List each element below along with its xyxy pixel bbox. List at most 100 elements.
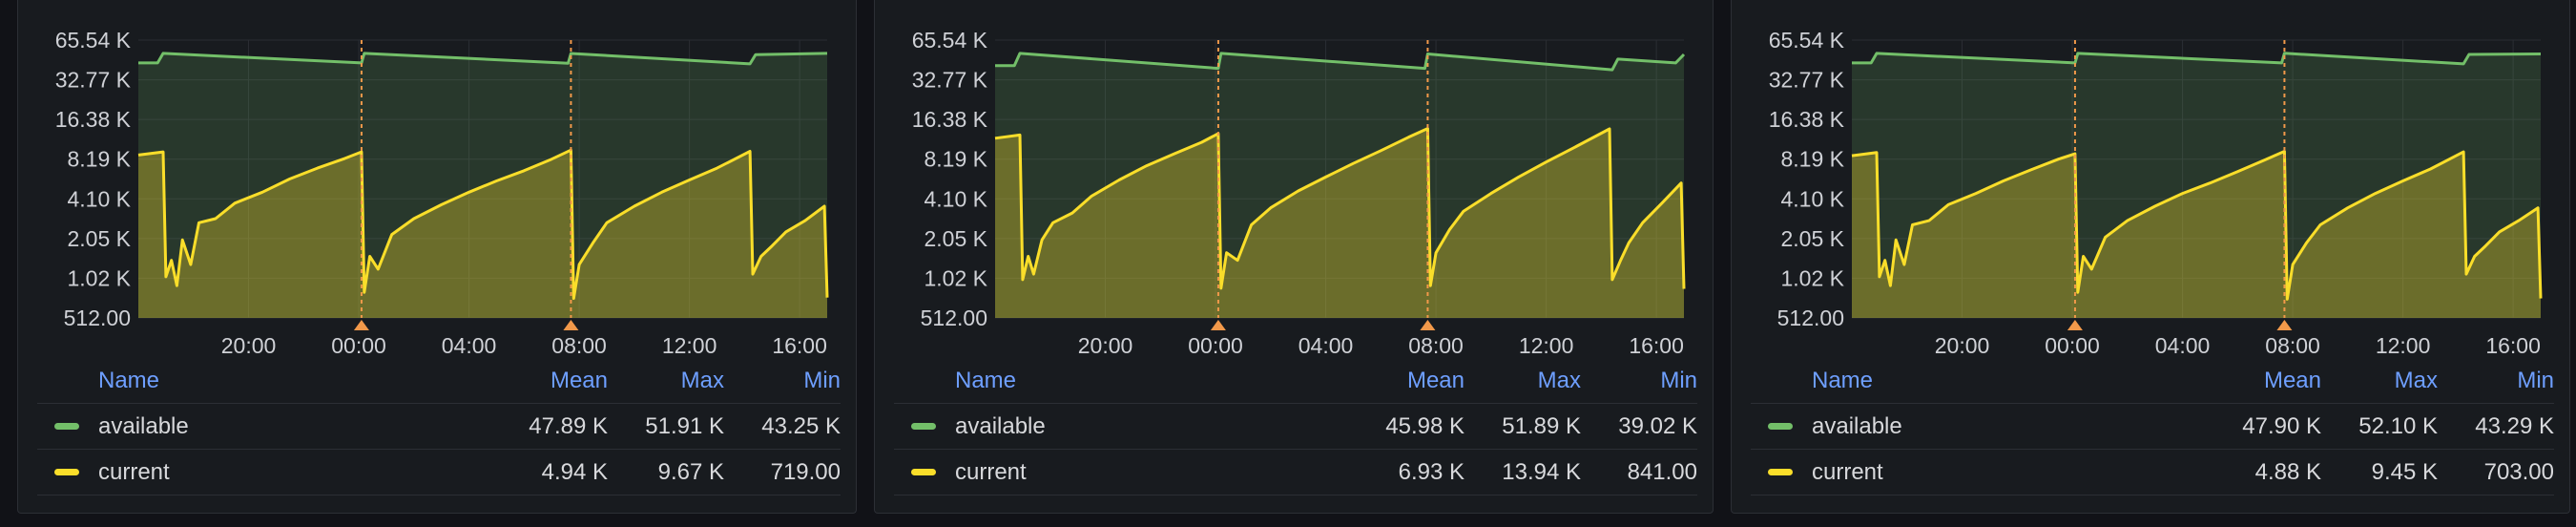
- series-area-current: [995, 128, 1684, 318]
- series-min: 39.02 K: [1618, 412, 1697, 439]
- series-color-swatch[interactable]: [1768, 423, 1793, 430]
- annotation-marker: [1210, 320, 1226, 330]
- series-area-available: [1852, 53, 2541, 319]
- series-min: 43.25 K: [761, 412, 841, 439]
- legend-header-name[interactable]: Name: [955, 368, 1017, 393]
- series-color-swatch[interactable]: [1768, 469, 1793, 475]
- legend-header-max[interactable]: Max: [2394, 368, 2438, 393]
- x-tick-label: 20:00: [1935, 333, 1990, 358]
- panel-1: 65.54 K 32.77 K 16.38 K 8.19 K 4.10 K 2.05 K 1…: [17, 0, 857, 514]
- y-tick-label: 8.19 K: [924, 147, 988, 172]
- series-min: 43.29 K: [2475, 412, 2554, 439]
- y-tick-label: 65.54 K: [1769, 28, 1845, 53]
- legend-header-name[interactable]: Name: [1812, 368, 1874, 393]
- legend-header: Name Mean Max Min: [894, 359, 1697, 404]
- series-mean: 45.98 K: [1385, 412, 1465, 439]
- y-tick-label: 65.54 K: [55, 28, 132, 53]
- legend-row-current[interactable]: current 4.88 K 9.45 K 703.00: [1751, 450, 2554, 495]
- legend-row-available[interactable]: available 47.89 K 51.91 K 43.25 K: [37, 404, 841, 450]
- series-mean: 47.89 K: [529, 412, 608, 439]
- series-mean: 4.88 K: [2254, 458, 2321, 485]
- series-area-current: [1852, 151, 2541, 318]
- x-tick-label: 16:00: [2485, 333, 2541, 358]
- annotation-marker: [1420, 320, 1436, 330]
- series-max: 13.94 K: [1502, 458, 1581, 485]
- series-min: 703.00: [2483, 458, 2554, 485]
- x-tick-label: 12:00: [1519, 333, 1574, 358]
- y-tick-label: 4.10 K: [924, 186, 988, 211]
- x-tick-label: 04:00: [442, 333, 497, 358]
- series-color-swatch[interactable]: [911, 423, 936, 430]
- series-area-current: [138, 150, 827, 318]
- x-tick-label: 00:00: [2045, 333, 2100, 358]
- x-tick-label: 08:00: [1408, 333, 1464, 358]
- series-line-available: [1852, 52, 2542, 66]
- chart-1: 65.54 K 32.77 K 16.38 K 8.19 K 4.10 K 2.05 K 1…: [55, 28, 829, 358]
- legend-row-available[interactable]: available 47.90 K 52.10 K 43.29 K: [1751, 404, 2554, 450]
- series-max: 51.91 K: [645, 412, 724, 439]
- x-tick-label: 04:00: [1298, 333, 1354, 358]
- series-min: 841.00: [1627, 458, 1697, 485]
- series-name[interactable]: current: [955, 458, 1027, 485]
- x-tick-label: 16:00: [772, 333, 827, 358]
- x-tick-label: 16:00: [1629, 333, 1684, 358]
- legend-header-mean[interactable]: Mean: [1406, 368, 1465, 393]
- series-mean: 6.93 K: [1398, 458, 1465, 485]
- y-tick-label: 16.38 K: [912, 107, 988, 132]
- x-tick-label: 12:00: [662, 333, 717, 358]
- legend-header-mean[interactable]: Mean: [2263, 368, 2321, 393]
- x-tick-label: 00:00: [1188, 333, 1243, 358]
- y-tick-label: 32.77 K: [912, 68, 988, 93]
- x-tick-label: 20:00: [1078, 333, 1133, 358]
- x-tick-label: 00:00: [331, 333, 386, 358]
- y-tick-label: 4.10 K: [1781, 186, 1845, 211]
- series-max: 51.89 K: [1502, 412, 1581, 439]
- y-tick-label: 16.38 K: [1769, 107, 1845, 132]
- series-line-current: [137, 148, 829, 301]
- annotation-marker: [2276, 320, 2293, 330]
- y-tick-label: 1.02 K: [1781, 265, 1845, 290]
- x-tick-label: 12:00: [2376, 333, 2431, 358]
- series-color-swatch[interactable]: [54, 423, 79, 430]
- series-name[interactable]: available: [955, 412, 1046, 439]
- series-name[interactable]: current: [98, 458, 170, 485]
- legend-header-max[interactable]: Max: [1537, 368, 1581, 393]
- panel-2: 65.54 K 32.77 K 16.38 K 8.19 K 4.10 K 2.05 K 1…: [874, 0, 1714, 514]
- y-tick-label: 16.38 K: [55, 107, 132, 132]
- x-tick-label: 08:00: [2265, 333, 2320, 358]
- series-name[interactable]: available: [98, 412, 189, 439]
- series-name[interactable]: current: [1812, 458, 1883, 485]
- series-mean: 4.94 K: [541, 458, 608, 485]
- y-tick-label: 8.19 K: [1781, 147, 1845, 172]
- x-tick-label: 08:00: [551, 333, 607, 358]
- annotation-marker: [353, 320, 369, 330]
- series-max: 9.67 K: [657, 458, 724, 485]
- legend-header-min[interactable]: Min: [803, 368, 841, 393]
- legend-header-max[interactable]: Max: [680, 368, 724, 393]
- y-tick-label: 65.54 K: [912, 28, 988, 53]
- legend-3: Name Mean Max Min available 47.90 K 52.1…: [1751, 359, 2554, 495]
- y-tick-label: 2.05 K: [1781, 226, 1845, 251]
- chart-3: 65.54 K 32.77 K 16.38 K 8.19 K 4.10 K 2.05 K 1…: [1769, 28, 2543, 358]
- series-name[interactable]: available: [1812, 412, 1902, 439]
- panel-3: 65.54 K 32.77 K 16.38 K 8.19 K 4.10 K 2.05 K 1…: [1731, 0, 2570, 514]
- series-line-available: [995, 52, 1686, 72]
- series-min: 719.00: [770, 458, 841, 485]
- legend-header-mean[interactable]: Mean: [550, 368, 608, 393]
- legend-row-current[interactable]: current 4.94 K 9.67 K 719.00: [37, 450, 841, 495]
- y-tick-label: 1.02 K: [68, 265, 132, 290]
- legend-row-current[interactable]: current 6.93 K 13.94 K 841.00: [894, 450, 1697, 495]
- legend-1: Name Mean Max Min available 47.89 K 51.9…: [37, 359, 841, 495]
- series-color-swatch[interactable]: [54, 469, 79, 475]
- chart-2: 65.54 K 32.77 K 16.38 K 8.19 K 4.10 K 2.05 K 1…: [912, 28, 1686, 358]
- legend-row-available[interactable]: available 45.98 K 51.89 K 39.02 K: [894, 404, 1697, 450]
- series-mean: 47.90 K: [2242, 412, 2321, 439]
- y-tick-label: 512.00: [1777, 306, 1844, 330]
- legend-header-min[interactable]: Min: [2517, 368, 2554, 393]
- series-area-available: [995, 53, 1684, 319]
- series-color-swatch[interactable]: [911, 469, 936, 475]
- legend-header-min[interactable]: Min: [1660, 368, 1697, 393]
- legend-header-name[interactable]: Name: [98, 368, 160, 393]
- series-max: 9.45 K: [2371, 458, 2438, 485]
- series-line-current: [1851, 150, 2543, 301]
